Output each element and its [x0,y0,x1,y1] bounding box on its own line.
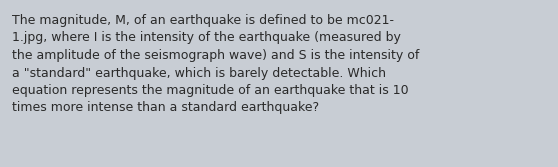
Text: The magnitude, M, of an earthquake is defined to be mc021-
1.jpg, where I is the: The magnitude, M, of an earthquake is de… [12,14,420,115]
